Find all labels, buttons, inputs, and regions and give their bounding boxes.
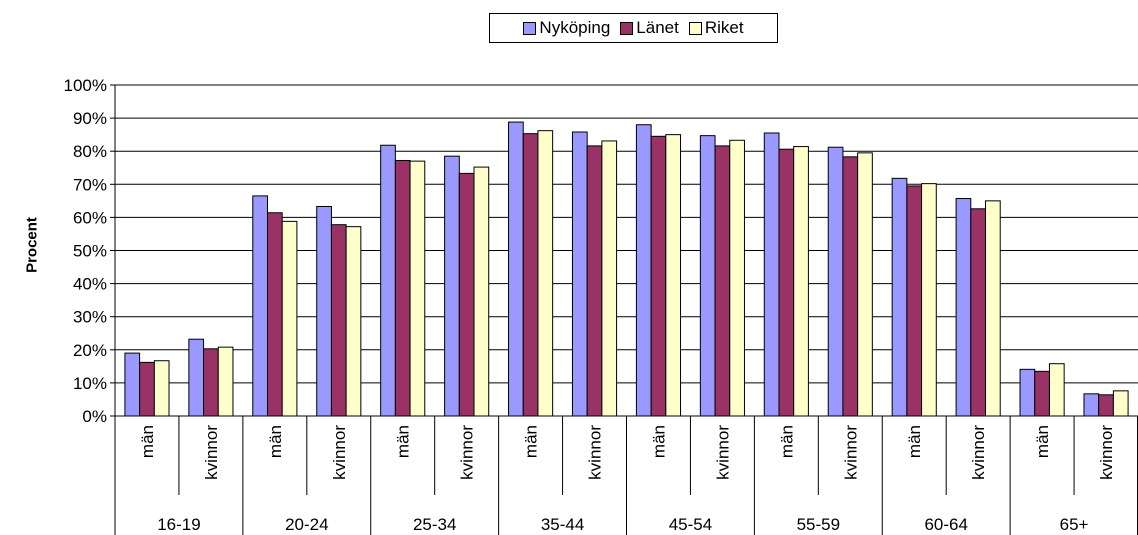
bar-länet-6 [522, 133, 539, 417]
bar-nyköping-13 [955, 198, 972, 417]
bar-nyköping-5 [444, 155, 460, 417]
bar-nyköping-0 [124, 352, 141, 417]
bar-länet-8 [650, 135, 667, 417]
x-subcategory-label: kvinnor [1097, 425, 1116, 480]
bar-nyköping-15 [1083, 393, 1100, 417]
legend-label-lanet: Länet [636, 18, 679, 37]
legend-label-riket: Riket [704, 18, 744, 37]
bar-nyköping-14 [1019, 368, 1036, 417]
bar-riket-7 [601, 140, 618, 417]
y-tick-label: 50% [73, 242, 107, 261]
legend-entry-riket: Riket [688, 18, 744, 38]
bar-riket-13 [985, 200, 1001, 417]
x-subcategory-label: kvinnor [969, 425, 988, 480]
x-subcategory-label: kvinnor [841, 425, 860, 480]
x-subcategory-label: kvinnor [713, 425, 732, 480]
y-axis-label-container: Procent [2, 200, 62, 290]
bar-länet-11 [842, 156, 859, 417]
legend-entry-nykoping: Nyköping [523, 18, 610, 38]
bar-riket-10 [793, 146, 809, 417]
legend-swatch-nykoping [523, 21, 537, 35]
y-tick-label: 60% [73, 208, 107, 227]
y-tick-label: 70% [73, 175, 107, 194]
bar-riket-12 [921, 183, 937, 417]
bar-länet-0 [139, 361, 155, 417]
bar-riket-15 [1112, 390, 1129, 417]
bar-riket-0 [153, 360, 170, 417]
bar-länet-4 [394, 159, 411, 417]
bar-nyköping-8 [635, 124, 652, 417]
bar-riket-14 [1048, 363, 1065, 417]
bar-riket-6 [537, 130, 554, 417]
legend-label-nykoping: Nyköping [539, 18, 611, 37]
bar-nyköping-9 [699, 135, 716, 417]
bar-länet-14 [1034, 370, 1050, 417]
bar-riket-2 [281, 220, 298, 417]
x-subcategory-label: män [138, 425, 157, 458]
bar-länet-13 [970, 208, 987, 417]
legend-swatch-riket [688, 21, 702, 35]
x-group-label: 60-64 [924, 515, 967, 534]
x-subcategory-label: män [522, 425, 541, 458]
legend-swatch-lanet [620, 21, 634, 35]
bar-nyköping-7 [571, 131, 588, 417]
bar-länet-5 [458, 172, 475, 417]
x-group-label: 55-59 [797, 515, 840, 534]
bar-länet-1 [203, 348, 219, 417]
x-subcategory-label: män [394, 425, 413, 458]
bar-länet-9 [714, 145, 731, 417]
y-axis-label: Procent [23, 217, 41, 273]
y-tick-label: 40% [73, 275, 107, 294]
x-group-label: 35-44 [541, 515, 584, 534]
y-tick-label: 80% [73, 142, 107, 161]
legend-entry-lanet: Länet [620, 18, 679, 38]
x-group-label: 25-34 [413, 515, 456, 534]
y-tick-label: 10% [73, 374, 107, 393]
bar-nyköping-3 [316, 205, 332, 417]
bar-nyköping-2 [252, 195, 268, 417]
bar-nyköping-11 [827, 146, 844, 417]
bar-nyköping-1 [188, 338, 205, 417]
y-tick-label: 100% [64, 76, 107, 95]
bar-länet-10 [778, 148, 795, 417]
x-subcategory-label: män [905, 425, 924, 458]
x-group-label: 65+ [1060, 515, 1089, 534]
x-group-label: 20-24 [285, 515, 328, 534]
x-subcategory-label: kvinnor [330, 425, 349, 480]
x-subcategory-label: kvinnor [458, 425, 477, 480]
bar-nyköping-6 [508, 121, 524, 417]
x-subcategory-label: kvinnor [202, 425, 221, 480]
bar-länet-15 [1098, 394, 1114, 417]
y-tick-label: 30% [73, 308, 107, 327]
y-tick-label: 0% [82, 407, 107, 426]
bar-länet-3 [330, 224, 347, 417]
bar-riket-4 [409, 160, 426, 417]
x-subcategory-label: män [266, 425, 285, 458]
bar-länet-2 [266, 212, 283, 417]
bar-nyköping-12 [891, 177, 908, 417]
x-group-label: 16-19 [157, 515, 200, 534]
y-tick-label: 90% [73, 109, 107, 128]
bar-riket-5 [473, 166, 490, 417]
bar-nyköping-4 [380, 144, 396, 417]
x-subcategory-label: män [1033, 425, 1052, 458]
x-subcategory-label: män [777, 425, 796, 458]
bar-riket-9 [729, 139, 745, 417]
x-group-label: 45-54 [669, 515, 712, 534]
bar-riket-3 [345, 226, 362, 417]
legend: Nyköping Länet Riket [489, 13, 778, 43]
x-subcategory-label: kvinnor [586, 425, 605, 480]
bar-riket-8 [665, 134, 682, 417]
bar-nyköping-10 [763, 132, 780, 417]
bar-länet-7 [586, 145, 603, 417]
bar-riket-1 [217, 346, 234, 417]
x-subcategory-label: män [649, 425, 668, 458]
y-tick-label: 20% [73, 341, 107, 360]
bar-länet-12 [906, 185, 923, 417]
bar-riket-11 [857, 152, 873, 417]
